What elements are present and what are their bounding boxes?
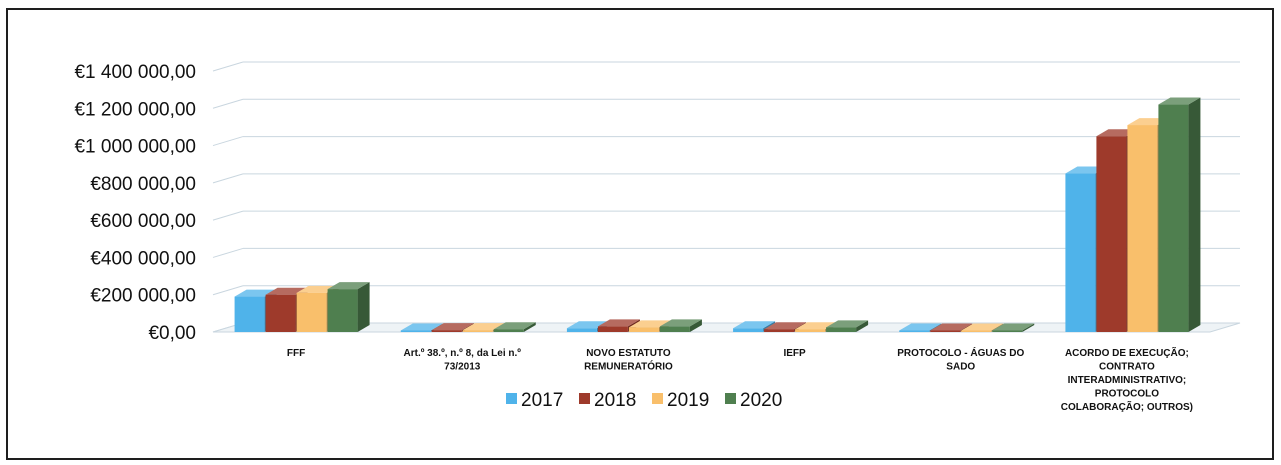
legend-label: 2020 [740,390,782,411]
legend-label: 2017 [521,390,563,411]
bar-side [1022,323,1035,332]
bar-2018 [1096,136,1127,332]
legend-swatch [652,393,663,404]
bar-2020 [1158,104,1189,332]
category-label: NOVO ESTATUTO REMUNERATÓRIO [584,348,673,373]
gridline-depth [212,61,244,72]
gridline-depth [212,173,244,184]
bar-2019 [296,292,327,332]
gridline-depth [212,136,244,147]
bar-2018 [265,294,296,332]
bar-top [493,322,536,330]
bar-top [992,323,1035,331]
bar-2017 [899,330,930,332]
y-tick-label: €1 000 000,00 [74,137,196,158]
bar-2020 [659,326,690,332]
bar-2017 [566,328,597,332]
bar-2018 [764,329,795,332]
bar-side [357,282,370,332]
gridline-depth [212,247,244,258]
bar-2020 [493,329,524,332]
y-tick-label: €200 000,00 [90,286,196,307]
bar-2017 [1065,173,1096,332]
bar-side [856,320,869,332]
category-label: ACORDO DE EXECUÇÃO; CONTRATO INTERADMINIST… [1061,346,1193,413]
chart-frame: €0,00 €200 000,00 €400 000,00 €600 000,00 €8… [6,8,1274,460]
legend-swatch [725,393,736,404]
bar-2018 [597,326,628,332]
bar-top [961,323,1004,331]
gridline-depth [212,285,244,296]
category-label: FFF [287,348,305,359]
bar-top [628,320,671,328]
bar-top [462,323,505,331]
bar-2019 [1127,125,1158,332]
legend-label: 2019 [667,390,709,411]
bar-top [764,322,807,330]
legend-swatch [579,393,590,404]
legend-label: 2018 [594,390,636,411]
bar-2017 [400,330,431,332]
bar-2019 [795,329,826,332]
bar-top [597,319,640,327]
bar-top [327,282,370,290]
bar-2018 [431,330,462,332]
bar-chart: €0,00 €200 000,00 €400 000,00 €600 000,00 €8… [74,61,1241,413]
bar-2017 [733,328,764,332]
bar-2020 [327,289,358,332]
bar-side [523,322,536,332]
bar-top [733,321,776,329]
bar-side [689,319,702,332]
bar-2019 [462,330,493,332]
gridline-depth [212,210,244,221]
bar-2019 [961,330,992,332]
gridline-depth [212,98,244,109]
bar-side [1188,97,1201,332]
bar-top [400,323,443,331]
y-tick-label: €800 000,00 [90,174,196,195]
bar-2019 [628,327,659,332]
bar-top [930,323,973,331]
category-label: Art.º 38.º, n.º 8, da Lei n.º 73/2013 [404,348,522,373]
y-tick-label: €1 400 000,00 [74,62,196,83]
y-tick-label: €1 200 000,00 [74,99,196,120]
bar-top [659,319,702,327]
bar-2020 [992,330,1023,332]
legend-swatch [506,393,517,404]
category-label: PROTOCOLO - ÁGUAS DO SADO [897,346,1024,373]
bar-top [1158,97,1201,105]
bar-2020 [826,327,857,332]
bar-top [431,323,474,331]
bar-2017 [234,296,265,332]
y-tick-label: €400 000,00 [90,248,196,269]
y-tick-label: €0,00 [148,323,196,344]
bar-top [826,320,869,328]
bar-top [899,323,942,331]
category-label: IEFP [783,348,806,359]
bar-2018 [930,330,961,332]
y-tick-label: €600 000,00 [90,211,196,232]
